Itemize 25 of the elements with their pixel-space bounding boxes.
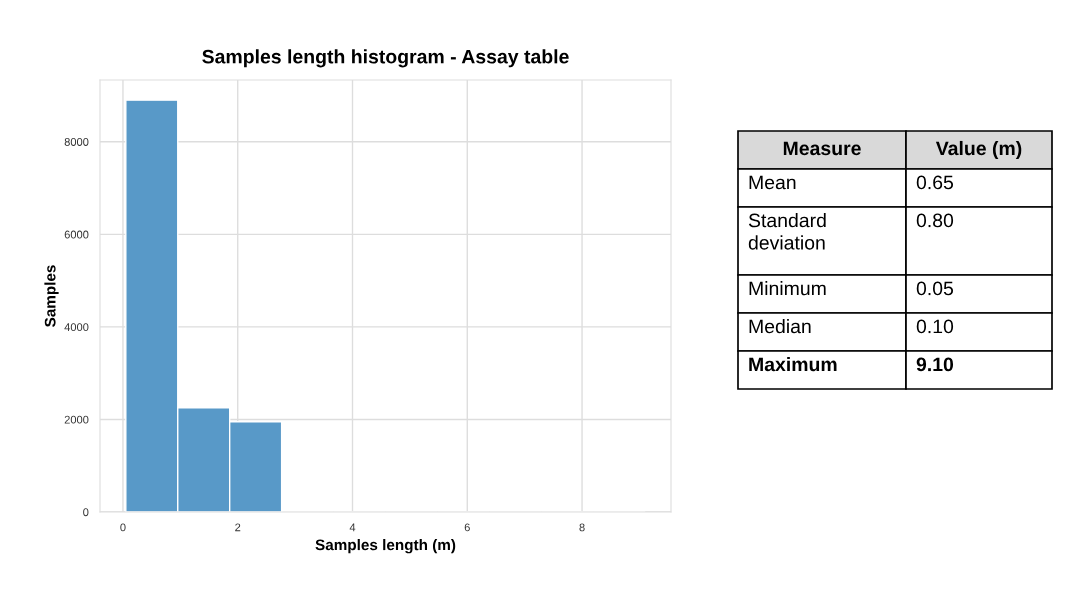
y-tick-label: 8000 [64, 138, 89, 146]
text: Maximum [749, 357, 837, 372]
y-tick-label: 0 [83, 508, 89, 517]
y-tick-label: 4000 [64, 323, 89, 332]
y-tick-label: 6000 [64, 230, 89, 239]
category-label: Measure [783, 141, 861, 156]
x-tick-label: 8 [579, 523, 585, 532]
text: 0.05 [916, 281, 954, 296]
text: Mean [749, 175, 796, 190]
text: 9.10 [916, 357, 954, 372]
text: Minimum [749, 281, 826, 296]
chart-title: Samples length histogram - Assay table [202, 49, 569, 68]
x-axis-title: Samples length (m) [315, 539, 456, 554]
y-axis-title: Samples [44, 265, 59, 327]
category-label: Value (m) [935, 140, 1022, 160]
x-tick-label: 2 [235, 523, 241, 532]
text: 0.65 [916, 175, 954, 190]
text: Standard deviation [748, 213, 826, 250]
y-tick-label: 2000 [64, 415, 89, 424]
text: Median [749, 319, 811, 334]
x-tick-label: 0 [120, 523, 126, 532]
x-tick-label: 6 [464, 523, 470, 532]
text: 0.80 [916, 213, 954, 228]
x-tick-label: 4 [349, 523, 356, 532]
text: 0.10 [916, 319, 954, 334]
